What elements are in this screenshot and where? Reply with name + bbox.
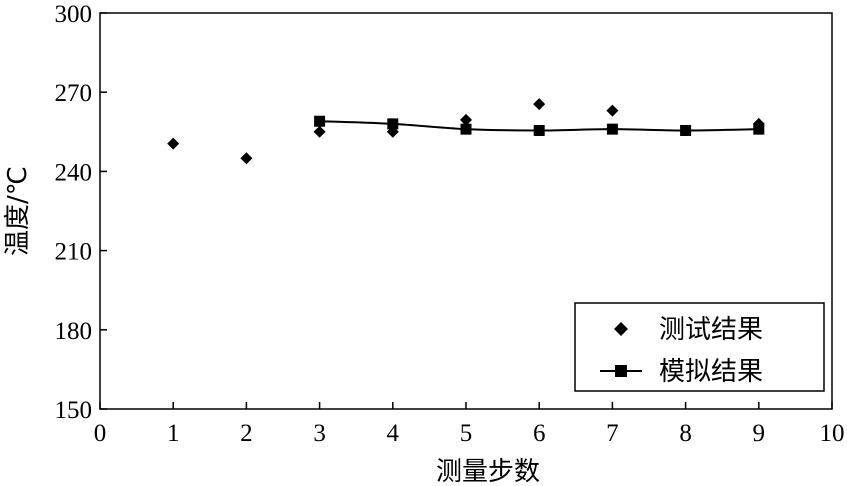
series-markers bbox=[167, 98, 765, 165]
x-tick-label: 0 bbox=[94, 420, 107, 447]
x-tick-label: 6 bbox=[533, 420, 546, 447]
legend-square-marker bbox=[615, 365, 627, 377]
y-tick-label: 300 bbox=[55, 1, 93, 28]
legend: 测试结果 模拟结果 bbox=[574, 302, 825, 392]
y-axis-ticks: 150 180 210 240 270 300 bbox=[55, 1, 107, 424]
data-point-simulation bbox=[533, 124, 545, 136]
data-point-simulation bbox=[606, 123, 618, 135]
data-point-simulation bbox=[680, 124, 692, 136]
data-point-test bbox=[167, 137, 180, 150]
x-tick-label: 9 bbox=[753, 420, 766, 447]
data-point-simulation bbox=[387, 118, 399, 130]
data-point-simulation bbox=[753, 123, 765, 135]
legend-diamond-marker bbox=[614, 322, 628, 336]
x-tick-label: 8 bbox=[679, 420, 692, 447]
y-tick-label: 150 bbox=[55, 397, 93, 424]
data-point-simulation bbox=[314, 115, 326, 127]
x-tick-label: 4 bbox=[387, 420, 400, 447]
data-point-test bbox=[606, 104, 619, 117]
y-tick-label: 210 bbox=[55, 239, 93, 266]
x-tick-label: 2 bbox=[240, 420, 253, 447]
data-point-test bbox=[533, 98, 546, 111]
x-axis-ticks: 0 1 2 3 4 5 6 7 8 9 10 bbox=[94, 402, 845, 447]
y-axis-title: 温度/℃ bbox=[3, 166, 33, 256]
x-tick-label: 3 bbox=[313, 420, 326, 447]
x-tick-label: 10 bbox=[820, 420, 845, 447]
x-axis-title: 测量步数 bbox=[436, 457, 540, 486]
x-tick-label: 7 bbox=[606, 420, 619, 447]
legend-label-test: 测试结果 bbox=[659, 315, 763, 345]
legend-label-sim: 模拟结果 bbox=[659, 357, 763, 387]
y-tick-label: 240 bbox=[55, 159, 93, 186]
data-point-simulation bbox=[460, 123, 472, 135]
x-tick-label: 5 bbox=[460, 420, 473, 447]
y-tick-label: 180 bbox=[55, 318, 93, 345]
data-point-test bbox=[460, 113, 472, 126]
x-tick-label: 1 bbox=[167, 420, 180, 447]
data-point-test bbox=[240, 152, 253, 165]
data-point-test bbox=[313, 125, 326, 138]
y-tick-label: 270 bbox=[55, 80, 93, 107]
